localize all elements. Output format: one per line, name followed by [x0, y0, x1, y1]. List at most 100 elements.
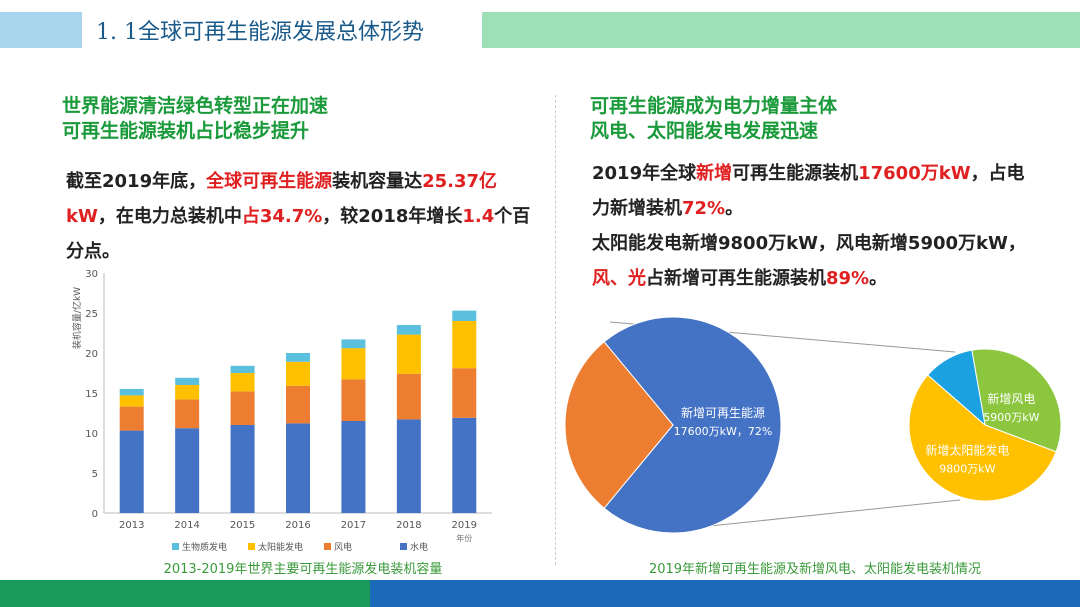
- connector: [699, 499, 961, 528]
- pie-slice: [564, 341, 674, 509]
- y-tick-label: 25: [85, 309, 98, 320]
- legend-label: 生物质发电: [182, 541, 227, 553]
- footer-band: [370, 580, 1080, 607]
- y-axis-label: 装机容量/亿kW: [71, 287, 83, 349]
- paragraph: 截至2019年底，全球可再生能源装机容量达25.37亿kW，在电力总装机中占34…: [66, 164, 536, 269]
- y-tick-label: 5: [92, 469, 98, 480]
- x-tick-label: 2016: [285, 520, 310, 531]
- slice-label: 新增风电: [987, 391, 1035, 406]
- x-axis-label: 年份: [456, 533, 472, 543]
- bar: [396, 419, 421, 513]
- legend-swatch: [172, 543, 179, 550]
- bar: [286, 385, 310, 424]
- bar: [452, 368, 477, 418]
- bar: [119, 406, 144, 431]
- heading-line: 世界能源清洁绿色转型正在加速: [62, 95, 329, 117]
- y-tick-label: 30: [85, 269, 98, 280]
- bar: [341, 339, 366, 349]
- text-run: 占新增可再生能源装机: [646, 268, 826, 289]
- bar: [230, 425, 255, 513]
- text-run: 可再生能源装机: [732, 163, 859, 184]
- slice-label: 新增太阳能发电: [925, 442, 1009, 457]
- legend-label: 水电: [410, 541, 428, 553]
- y-tick-label: 20: [85, 349, 98, 360]
- y-tick-label: 0: [92, 509, 98, 520]
- bar: [230, 391, 255, 425]
- caption: 2013-2019年世界主要可再生能源发电装机容量: [163, 562, 443, 577]
- x-tick-label: 2019: [452, 520, 477, 531]
- bar: [341, 348, 366, 380]
- bar: [175, 377, 200, 385]
- caption: 2019年新增可再生能源及新增风电、太阳能发电装机情况: [648, 562, 982, 577]
- paragraph-line: 太阳能发电新增9800万kW，风电新增5900万kW， 风、光占新增可再生能源装机…: [592, 226, 1042, 296]
- text-run: 风、光: [592, 268, 646, 289]
- text-run: 占34.7%: [241, 206, 323, 227]
- bar: [452, 321, 477, 369]
- legend-swatch: [248, 543, 255, 550]
- footer-band: [0, 580, 370, 607]
- x-tick-label: 2013: [119, 520, 144, 531]
- text-run: 17600万kW: [858, 163, 971, 184]
- text-run: 72%: [682, 198, 726, 219]
- bar: [396, 334, 421, 374]
- bar: [175, 385, 200, 400]
- header-band: [482, 12, 1080, 48]
- text-run: 新增: [696, 163, 733, 184]
- y-tick-label: 15: [85, 389, 98, 400]
- bar: [286, 423, 310, 513]
- x-tick-label: 2017: [341, 520, 366, 531]
- slice-value-label: 9800万kW: [939, 462, 995, 475]
- slice-value-label: 5900万kW: [983, 411, 1039, 424]
- text-run: 2019年全球: [592, 163, 697, 184]
- text-run: 个百分点。: [66, 206, 531, 262]
- text-run: 装机容量达: [332, 171, 423, 192]
- text-run: 截至2019年底，: [66, 171, 207, 192]
- divider: [555, 95, 556, 565]
- heading: 可再生能源成为电力增量主体 风电、太阳能发电发展迅速: [590, 94, 837, 144]
- x-tick-label: 2018: [396, 520, 421, 531]
- paragraph-line: 2019年全球新增可再生能源装机17600万kW，占电力新增装机72%。: [592, 156, 1042, 226]
- bar: [230, 365, 255, 373]
- paragraph: 2019年全球新增可再生能源装机17600万kW，占电力新增装机72%。 太阳能发…: [592, 156, 1042, 296]
- text-run: ，较2018年增长: [322, 206, 463, 227]
- text-run: ，占电力新增装机: [592, 163, 1025, 219]
- legend-swatch: [400, 543, 407, 550]
- bar: [452, 310, 477, 321]
- slice-value-label: 17600万kW，72%: [674, 425, 773, 438]
- pie-slice: [971, 348, 1062, 453]
- legend-label: 风电: [334, 541, 352, 553]
- text-run: 25.37亿kW: [66, 171, 498, 227]
- text-run: 。: [869, 268, 888, 289]
- bar: [230, 373, 255, 392]
- text-run: 太阳能发电新增9800万kW，风电新增5900万kW，: [592, 233, 1026, 254]
- text-run: 全球可再生能源: [206, 171, 333, 192]
- bar: [341, 421, 366, 513]
- heading: 世界能源清洁绿色转型正在加速 可再生能源装机占比稳步提升: [62, 94, 328, 144]
- bar: [175, 399, 200, 429]
- pie-slice: [603, 316, 782, 534]
- bar: [175, 428, 200, 513]
- bar: [286, 353, 310, 362]
- heading-line: 可再生能源装机占比稳步提升: [62, 120, 310, 142]
- bar: [452, 417, 477, 513]
- bar: [341, 379, 366, 421]
- y-tick-label: 10: [85, 429, 98, 440]
- heading-line: 风电、太阳能发电发展迅速: [590, 120, 819, 142]
- legend-label: 太阳能发电: [258, 541, 303, 553]
- pie-slice: [908, 374, 1057, 502]
- slide-title: 1. 1全球可再生能源发展总体形势: [96, 20, 424, 45]
- heading-line: 可再生能源成为电力增量主体: [590, 95, 838, 117]
- bar: [396, 373, 421, 420]
- bar: [119, 389, 144, 396]
- legend-swatch: [324, 543, 331, 550]
- text-run: ，在电力总装机中: [97, 206, 242, 227]
- x-tick-label: 2015: [230, 520, 255, 531]
- text-run: 。: [725, 198, 744, 219]
- slice-label: 新增可再生能源: [681, 405, 765, 420]
- text-run: 89%: [826, 268, 870, 289]
- pie-slice: [927, 349, 986, 427]
- bar: [396, 325, 421, 335]
- bar: [286, 361, 310, 386]
